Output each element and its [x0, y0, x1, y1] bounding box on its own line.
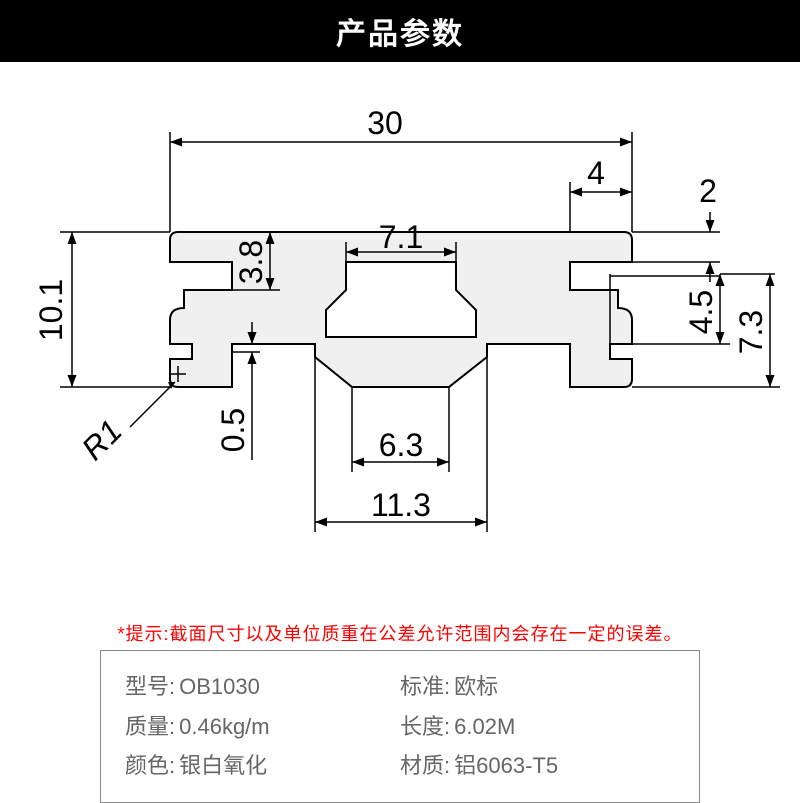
spec-row: 颜色: 银白氧化 材质: 铝6063-T5 — [125, 746, 675, 786]
spec-label: 颜色: — [125, 746, 175, 786]
spec-label: 质量: — [125, 707, 175, 747]
profile-diagram: 30 4 2 3.8 7.1 4.5 7.3 10.1 R1 0.5 6.3 — [0, 62, 800, 582]
dim-r1: R1 — [74, 413, 128, 467]
header-title: 产品参数 — [336, 9, 464, 53]
dim-30: 30 — [367, 105, 403, 141]
spec-value: OB1030 — [179, 667, 260, 707]
dim-3-8: 3.8 — [233, 240, 269, 284]
spec-material: 材质: 铝6063-T5 — [400, 746, 675, 786]
spec-row: 质量: 0.46kg/m 长度: 6.02M — [125, 707, 675, 747]
spec-value: 0.46kg/m — [179, 707, 270, 747]
spec-label: 长度: — [400, 707, 450, 747]
spec-length: 长度: 6.02M — [400, 707, 675, 747]
spec-model: 型号: OB1030 — [125, 667, 400, 707]
header-bar: 产品参数 — [0, 0, 800, 62]
spec-color: 颜色: 银白氧化 — [125, 746, 400, 786]
dim-4-5: 4.5 — [683, 290, 719, 334]
warning-text: *提示:截面尺寸以及单位质重在公差允许范围内会存在一定的误差。 — [0, 620, 800, 646]
spec-label: 型号: — [125, 667, 175, 707]
spec-value: 欧标 — [454, 667, 498, 707]
spec-label: 材质: — [400, 746, 450, 786]
spec-value: 银白氧化 — [179, 746, 267, 786]
dim-7-1: 7.1 — [379, 219, 423, 255]
spec-label: 标准: — [400, 667, 450, 707]
dim-0-5: 0.5 — [215, 408, 251, 452]
spec-table: 型号: OB1030 标准: 欧标 质量: 0.46kg/m 长度: 6.02M… — [100, 650, 700, 803]
spec-value: 铝6063-T5 — [454, 746, 558, 786]
dim-7-3: 7.3 — [733, 310, 769, 354]
spec-row: 型号: OB1030 标准: 欧标 — [125, 667, 675, 707]
dim-6-3: 6.3 — [379, 427, 423, 463]
dim-2: 2 — [699, 173, 717, 209]
dim-11-3: 11.3 — [371, 487, 431, 523]
spec-value: 6.02M — [454, 707, 515, 747]
dim-10-1: 10.1 — [33, 279, 69, 341]
spec-mass: 质量: 0.46kg/m — [125, 707, 400, 747]
spec-standard: 标准: 欧标 — [400, 667, 675, 707]
dim-4: 4 — [587, 155, 605, 191]
